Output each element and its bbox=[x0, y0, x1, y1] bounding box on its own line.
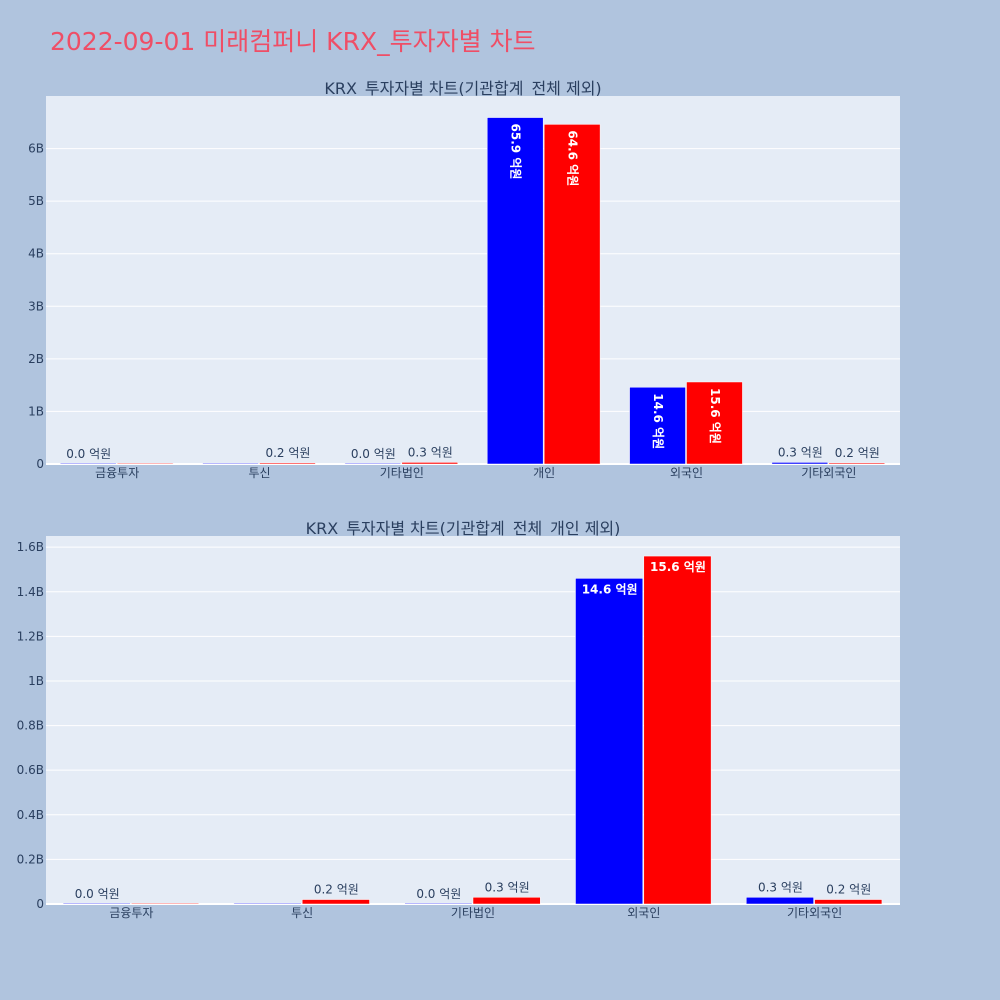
x-tick-label: 기타법인 bbox=[380, 466, 424, 480]
bar-label: 0.3 억원 bbox=[758, 880, 803, 894]
y-tick-label: 0.4B bbox=[17, 808, 44, 822]
y-tick-label: 2B bbox=[28, 352, 44, 366]
y-tick-label: 0 bbox=[36, 457, 44, 471]
bar-label: 0.2 억원 bbox=[835, 446, 880, 460]
bar-label: 0.0 억원 bbox=[75, 887, 120, 901]
y-tick-label: 1.4B bbox=[17, 585, 44, 599]
bar-label: 15.6 억원 bbox=[708, 388, 722, 444]
bar bbox=[472, 897, 541, 905]
bar bbox=[404, 902, 473, 905]
y-tick-label: 1.6B bbox=[17, 540, 44, 554]
bar-label: 14.6 억원 bbox=[651, 393, 665, 449]
y-tick-label: 0.2B bbox=[17, 852, 44, 866]
bar bbox=[116, 462, 174, 465]
x-tick-label: 개인 bbox=[533, 466, 555, 480]
bar bbox=[575, 578, 644, 905]
bar-label: 0.3 억원 bbox=[408, 445, 453, 459]
chart-title: KRX_투자자별 차트(기관합계_전체_개인 제외) bbox=[306, 519, 621, 539]
x-tick-label: 기타외국인 bbox=[787, 906, 842, 920]
bar bbox=[259, 462, 316, 465]
x-tick-label: 기타외국인 bbox=[801, 466, 856, 480]
x-tick-label: 기타법인 bbox=[451, 906, 495, 920]
bar bbox=[62, 902, 131, 905]
x-tick-label: 투신 bbox=[291, 906, 313, 920]
y-tick-label: 0.8B bbox=[17, 719, 44, 733]
bar bbox=[543, 124, 601, 465]
y-tick-label: 3B bbox=[28, 299, 44, 313]
chart-title: KRX_투자자별 차트(기관합계_전체 제외) bbox=[324, 79, 601, 99]
y-tick-label: 5B bbox=[28, 194, 44, 208]
bar bbox=[814, 899, 883, 905]
chart-top: KRX_투자자별 차트(기관합계_전체 제외) 0 1B 2B 3B 4B 5B 6B 금융투자… bbox=[28, 79, 900, 480]
plot-area bbox=[46, 96, 900, 464]
x-tick-label: 금융투자 bbox=[109, 906, 153, 920]
bar-label: 0.3 억원 bbox=[778, 445, 823, 459]
bar bbox=[746, 897, 814, 905]
y-tick-label: 1B bbox=[28, 674, 44, 688]
bar bbox=[486, 117, 544, 465]
bar-label: 0.2 억원 bbox=[265, 446, 310, 460]
x-tick-label: 외국인 bbox=[627, 906, 660, 920]
x-tick-label: 외국인 bbox=[670, 466, 703, 480]
plot-area bbox=[46, 536, 900, 904]
bar bbox=[629, 386, 686, 465]
bar bbox=[301, 899, 370, 905]
bar-label: 0.0 억원 bbox=[66, 447, 111, 461]
bar bbox=[401, 462, 459, 465]
bar bbox=[233, 902, 302, 905]
bar bbox=[771, 462, 829, 465]
bar bbox=[202, 462, 259, 465]
bar-label: 0.0 억원 bbox=[351, 447, 396, 461]
bar-label: 0.0 억원 bbox=[416, 887, 461, 901]
bar-label: 0.3 억원 bbox=[485, 880, 530, 894]
bar bbox=[131, 902, 199, 905]
y-tick-label: 6B bbox=[28, 142, 44, 156]
y-tick-label: 0.6B bbox=[17, 763, 44, 777]
bar bbox=[643, 555, 712, 905]
bar bbox=[686, 381, 743, 465]
y-tick-label: 1B bbox=[28, 404, 44, 418]
bar-label: 64.6 억원 bbox=[566, 130, 580, 186]
y-tick-label: 1.2B bbox=[17, 629, 44, 643]
bar-label: 0.2 억원 bbox=[826, 883, 871, 897]
x-tick-label: 투신 bbox=[248, 466, 270, 480]
bar bbox=[828, 462, 886, 465]
bar-label: 14.6 억원 bbox=[582, 582, 638, 596]
chart-bottom: KRX_투자자별 차트(기관합계_전체_개인 제외) 0 0.2B 0.4B 0.6B 0… bbox=[17, 519, 900, 920]
bar bbox=[59, 462, 117, 465]
y-tick-label: 0 bbox=[36, 897, 44, 911]
bar-label: 0.2 억원 bbox=[314, 883, 359, 897]
bar-label: 15.6 억원 bbox=[650, 560, 706, 574]
x-tick-label: 금융투자 bbox=[95, 466, 139, 480]
page-title: 2022-09-01 미래컴퍼니 KRX_투자자별 차트 bbox=[50, 27, 536, 56]
bar-label: 65.9 억원 bbox=[509, 124, 523, 180]
bar bbox=[344, 462, 402, 465]
y-tick-label: 4B bbox=[28, 247, 44, 261]
